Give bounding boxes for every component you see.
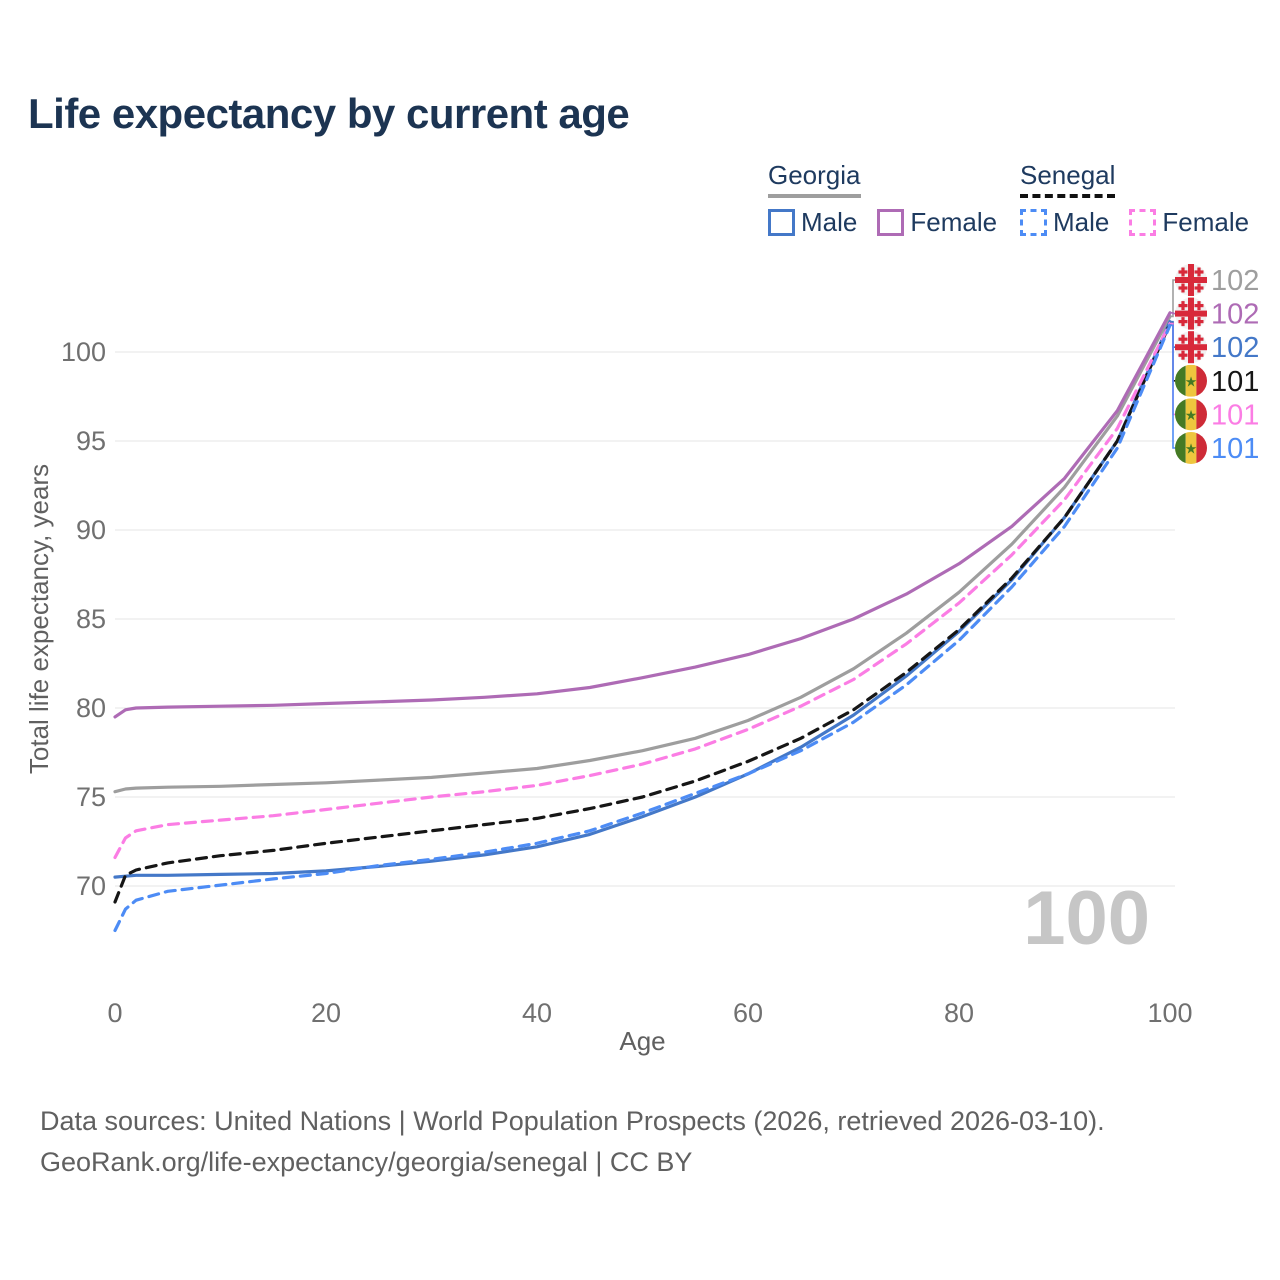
end-value-label: 102 [1211,299,1259,331]
georgia-flag-icon [1175,297,1207,330]
legend-item-senegal-female[interactable]: Female [1129,207,1249,238]
svg-text:★: ★ [1185,407,1198,423]
series-line-senegal-3 [113,321,1172,904]
legend-group-senegal: Senegal Male Female [1020,160,1269,238]
series-line-senegal-4 [113,321,1172,860]
georgia-flag-icon [1175,331,1207,364]
y-tick-label: 90 [76,515,106,545]
legend-item-georgia-male[interactable]: Male [768,207,857,238]
end-value-label: 101 [1211,399,1259,431]
end-label-connector [1170,279,1175,318]
source-url-note: GeoRank.org/life-expectancy/georgia/sene… [40,1147,693,1177]
end-label-connector [1170,312,1175,315]
y-tick-label: 95 [76,426,106,456]
x-tick-label: 40 [522,998,552,1028]
georgia-female-swatch-icon[interactable] [877,209,905,236]
legend-group-georgia: Georgia Male Female [768,160,1017,238]
senegal-male-swatch-icon[interactable] [1020,209,1047,236]
legend-item-georgia-female[interactable]: Female [877,207,997,238]
x-axis-title: Age [619,1026,665,1056]
series-line-senegal-5 [113,323,1172,933]
legend-country-georgia: Georgia [768,160,861,198]
y-tick-label: 100 [61,337,106,367]
end-value-label: 101 [1211,433,1259,465]
age-watermark: 100 [1023,876,1150,961]
y-tick-label: 75 [76,782,106,812]
x-tick-label: 20 [311,998,341,1028]
x-tick-label: 80 [944,998,974,1028]
x-tick-label: 60 [733,998,763,1028]
legend-country-senegal: Senegal [1020,160,1116,198]
georgia-male-swatch-icon[interactable] [768,209,795,236]
y-tick-label: 80 [76,693,106,723]
page-title: Life expectancy by current age [28,90,630,137]
svg-text:★: ★ [1185,441,1198,457]
data-sources-note: Data sources: United Nations | World Pop… [40,1106,1105,1136]
senegal-female-swatch-icon[interactable] [1129,209,1157,236]
x-tick-label: 100 [1147,998,1192,1028]
y-tick-label: 85 [76,604,106,634]
end-value-label: 102 [1211,332,1259,364]
georgia-flag-icon [1175,264,1207,296]
svg-text:★: ★ [1185,373,1198,389]
y-axis-title: Total life expectancy, years [24,464,54,774]
end-label-connector [1170,324,1175,449]
series-line-georgia-1 [113,311,1172,719]
senegal-flag-icon: ★ [1175,432,1207,464]
x-tick-label: 0 [107,998,122,1028]
end-value-label: 101 [1211,366,1259,398]
series-line-georgia-2 [113,320,1172,879]
series-line-georgia-0 [113,314,1172,794]
y-tick-label: 70 [76,871,106,901]
end-value-label: 102 [1211,265,1259,297]
senegal-flag-icon: ★ [1175,364,1207,397]
senegal-flag-icon: ★ [1175,398,1207,431]
legend-item-senegal-male[interactable]: Male [1020,207,1109,238]
